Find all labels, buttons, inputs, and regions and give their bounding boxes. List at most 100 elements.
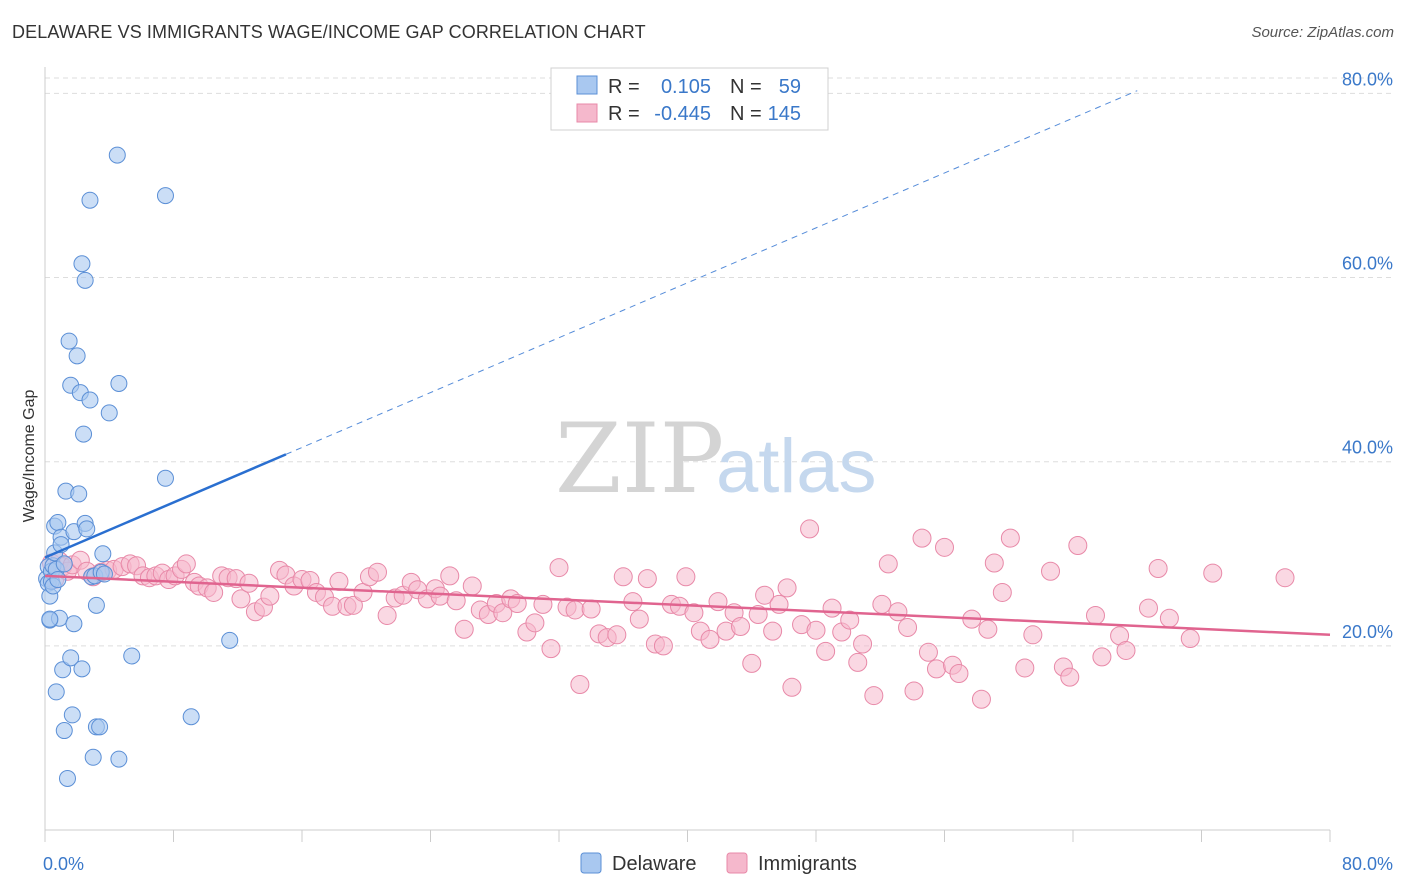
immigrants-point (440, 566, 460, 586)
immigrants-point (1060, 667, 1080, 687)
delaware-point (70, 485, 88, 503)
immigrants-point (888, 602, 908, 622)
immigrants-point (454, 619, 474, 639)
stats-r-value-delaware: 0.105 (661, 76, 711, 98)
delaware-point (221, 631, 239, 649)
immigrants-point (984, 553, 1004, 573)
delaware-point (81, 391, 99, 409)
delaware-point (49, 513, 67, 531)
immigrants-point (607, 625, 627, 645)
immigrants-point (1148, 559, 1168, 579)
immigrants-point (204, 582, 224, 602)
immigrants-point (1116, 640, 1136, 660)
immigrants-point (343, 595, 363, 615)
stats-r-value-immigrants: -0.445 (654, 103, 711, 125)
x-tick-label: 0.0% (43, 854, 84, 874)
y-axis-title: Wage/Income Gap (21, 390, 38, 523)
delaware-point (78, 520, 96, 538)
legend-delaware-swatch (580, 852, 602, 874)
immigrants-point (1015, 658, 1035, 678)
legend-immigrants-swatch (726, 852, 748, 874)
stats-r-label-delaware: R = (608, 76, 640, 98)
immigrants-point (755, 585, 775, 605)
immigrants-point (1000, 528, 1020, 548)
delaware-point (123, 647, 141, 665)
series-legend: Delaware Immigrants (580, 852, 857, 875)
x-tick-label: 80.0% (1342, 854, 1393, 874)
immigrants-point (978, 619, 998, 639)
delaware-point (91, 718, 109, 736)
source-credit: Source: ZipAtlas.com (1251, 24, 1394, 41)
immigrants-point (1085, 605, 1105, 625)
stats-n-value-delaware: 59 (779, 76, 801, 98)
immigrants-point (731, 617, 751, 637)
grid-lines (45, 77, 1395, 647)
delaware-points (38, 146, 239, 787)
immigrants-point (800, 519, 820, 539)
tick-labels: 20.0% 40.0% 60.0% 80.0% 0.0% 80.0% (43, 69, 1393, 874)
immigrants-point (878, 554, 898, 574)
immigrants-point (763, 621, 783, 641)
immigrants-point (949, 663, 969, 683)
immigrants-point (329, 571, 349, 591)
delaware-point (41, 610, 59, 628)
immigrants-point (806, 620, 826, 640)
immigrants-point (1023, 625, 1043, 645)
immigrants-point (1092, 647, 1112, 667)
delaware-point (68, 347, 86, 365)
immigrants-point (581, 599, 601, 619)
immigrants-point (462, 576, 482, 596)
y-tick-label: 60.0% (1342, 254, 1393, 274)
delaware-point (55, 555, 73, 573)
stats-n-label-immigrants: N = (730, 103, 762, 125)
immigrants-point (565, 600, 585, 620)
delaware-point (100, 404, 118, 422)
y-tick-label: 20.0% (1342, 622, 1393, 642)
immigrants-point (637, 569, 657, 589)
immigrants-point (1041, 561, 1061, 581)
zipatlas-watermark: ZIP atlas (555, 403, 877, 515)
delaware-trend-extension (285, 90, 1138, 455)
delaware-point (58, 769, 76, 787)
immigrants-point (840, 610, 860, 630)
delaware-point (55, 722, 73, 740)
immigrants-point (1159, 608, 1179, 628)
delaware-point (54, 661, 72, 679)
immigrants-point (367, 562, 387, 582)
delaware-point (94, 545, 112, 563)
delaware-point (62, 649, 80, 667)
immigrants-point (629, 609, 649, 629)
delaware-point (76, 271, 94, 289)
immigrants-point (782, 677, 802, 697)
stats-legend-immigrants-swatch (576, 103, 598, 123)
legend-immigrants-label: Immigrants (758, 853, 857, 875)
delaware-point (73, 255, 91, 273)
immigrants-trend-line (44, 574, 1331, 637)
immigrants-point (541, 639, 561, 659)
immigrants-point (742, 653, 762, 673)
delaware-point (75, 425, 93, 443)
delaware-point (182, 708, 200, 726)
immigrants-point (1068, 535, 1088, 555)
immigrants-point (549, 558, 569, 578)
delaware-point (110, 750, 128, 768)
delaware-point (73, 660, 91, 678)
watermark-zip: ZIP (555, 403, 724, 515)
immigrants-point (748, 605, 768, 625)
immigrants-point (1275, 568, 1295, 588)
watermark-atlas: atlas (716, 424, 877, 509)
axes (44, 67, 1331, 842)
delaware-point (108, 146, 126, 164)
immigrants-point (777, 578, 797, 598)
immigrants-point (570, 675, 590, 695)
chart-title: DELAWARE VS IMMIGRANTS WAGE/INCOME GAP C… (12, 22, 646, 42)
stats-n-value-immigrants: 145 (768, 103, 801, 125)
immigrants-point (904, 681, 924, 701)
legend-delaware-label: Delaware (612, 853, 696, 875)
immigrants-point (239, 573, 259, 593)
immigrants-point (1203, 563, 1223, 583)
immigrants-point (377, 605, 397, 625)
y-tick-label: 40.0% (1342, 438, 1393, 458)
delaware-point (84, 748, 102, 766)
